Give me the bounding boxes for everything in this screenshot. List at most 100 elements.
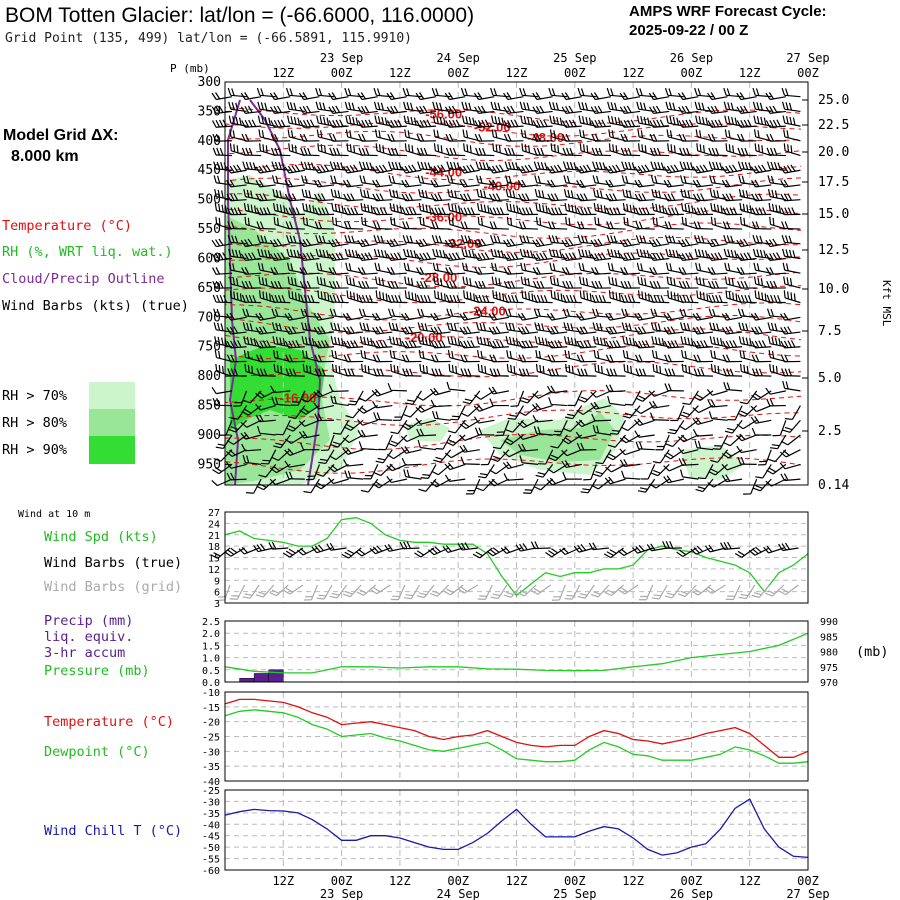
windchill-tick-label: -35	[202, 809, 220, 820]
upper-wind-barb	[270, 119, 291, 128]
windchill-tick-label: -60	[202, 866, 220, 877]
precip-bar	[239, 678, 255, 683]
upper-wind-barb	[327, 477, 349, 485]
kft-tick-label: 0.14	[818, 478, 849, 493]
upper-wind-barb	[375, 290, 393, 304]
upper-wind-barb	[664, 234, 684, 245]
upper-wind-barb	[619, 448, 641, 456]
upper-wind-barb	[430, 164, 451, 174]
upper-wind-barb	[477, 202, 495, 215]
upper-wind-barb	[212, 398, 233, 407]
upper-wind-barb	[592, 424, 612, 436]
top-date-label: 27 Sep	[786, 51, 829, 65]
upper-wind-barb	[520, 390, 539, 404]
upper-wind-barb	[619, 238, 641, 248]
upper-wind-barb	[561, 267, 582, 275]
surface-grid-barb	[490, 584, 508, 600]
upper-wind-barb	[506, 349, 524, 363]
upper-wind-barb	[258, 276, 276, 289]
upper-wind-barb	[288, 143, 306, 157]
surface-true-barb	[414, 547, 435, 558]
upper-wind-barb	[299, 280, 320, 289]
temperature-contour-label: -20.00	[406, 330, 443, 345]
upper-wind-barb	[532, 390, 553, 399]
upper-wind-barb	[345, 129, 364, 142]
upper-wind-barb	[622, 349, 641, 363]
upper-wind-barb	[692, 312, 714, 321]
upper-wind-barb	[721, 326, 743, 335]
upper-wind-barb	[378, 434, 393, 451]
upper-wind-barb	[503, 92, 524, 101]
upper-wind-barb	[390, 216, 408, 230]
upper-wind-barb	[213, 449, 233, 462]
upper-wind-barb	[782, 380, 801, 392]
upper-wind-barb	[503, 105, 524, 114]
surface-grid-barb	[269, 584, 289, 597]
upper-wind-barb	[419, 363, 437, 377]
upper-wind-barb	[710, 202, 728, 215]
pressure-tick-label: 600	[198, 251, 221, 266]
upper-wind-barb	[752, 234, 772, 245]
upper-wind-barb	[372, 400, 393, 409]
upper-wind-barb	[415, 92, 437, 101]
upper-wind-barb	[649, 294, 670, 304]
upper-wind-barb	[460, 456, 480, 466]
upper-wind-barb	[285, 207, 305, 216]
upper-wind-barb	[782, 115, 801, 127]
upper-wind-barb	[766, 161, 786, 171]
upper-wind-barb	[285, 87, 305, 98]
upper-wind-barb	[607, 248, 626, 260]
upper-wind-barb	[328, 238, 349, 248]
upper-wind-barb	[433, 276, 451, 289]
upper-wind-barb	[779, 164, 801, 174]
upper-wind-barb	[635, 354, 655, 363]
upper-wind-barb	[564, 202, 582, 215]
upper-wind-barb	[404, 290, 422, 304]
upper-wind-barb	[416, 280, 437, 289]
upper-wind-barb	[460, 368, 480, 377]
temp-tick-label: -20	[202, 718, 220, 729]
upper-wind-barb	[521, 143, 539, 157]
upper-wind-barb	[518, 354, 539, 363]
upper-wind-barb	[564, 349, 582, 363]
legend-wind-speed: Wind Spd (kts)	[44, 529, 158, 545]
top-hour-label: 00Z	[681, 66, 703, 80]
temp-tick-label: -10	[202, 688, 220, 699]
surface-true-barb	[662, 540, 682, 549]
grid-layer	[225, 81, 808, 870]
upper-wind-barb	[637, 290, 655, 304]
surface-grid-barb	[778, 584, 799, 596]
top-hour-label: 12Z	[622, 66, 644, 80]
top-hour-label: 00Z	[447, 66, 469, 80]
precip-tick-label: 1.5	[202, 641, 220, 652]
upper-wind-barb	[227, 368, 247, 377]
upper-wind-barb	[503, 434, 524, 446]
windchill-tick-label: -25	[202, 786, 220, 797]
upper-wind-barb	[477, 216, 495, 230]
upper-wind-barb	[635, 221, 655, 230]
upper-wind-barb	[546, 164, 568, 174]
kft-tick-label: 12.5	[818, 243, 849, 258]
kft-tick-label: 7.5	[818, 324, 841, 339]
upper-wind-barb	[784, 405, 801, 421]
upper-wind-barb	[300, 147, 320, 157]
upper-wind-barb	[342, 312, 364, 321]
upper-wind-barb	[765, 387, 786, 395]
upper-wind-barb	[548, 449, 568, 462]
upper-wind-barb	[576, 193, 597, 202]
precip-bar	[253, 673, 269, 683]
windchill-tick-label: -40	[202, 820, 220, 831]
temp-tick-label: -15	[202, 703, 220, 714]
upper-wind-barb	[459, 326, 480, 335]
upper-wind-barb	[433, 129, 451, 142]
upper-wind-barb	[313, 164, 335, 174]
upper-wind-barb	[561, 460, 582, 469]
upper-wind-barb	[256, 207, 276, 216]
upper-wind-barb	[445, 267, 466, 275]
rh70-region-3	[405, 418, 450, 442]
upper-wind-barb	[664, 221, 684, 230]
upper-wind-barb	[693, 354, 713, 363]
upper-wind-barb	[724, 419, 743, 434]
upper-wind-barb	[357, 429, 378, 438]
upper-wind-barb	[753, 276, 772, 289]
